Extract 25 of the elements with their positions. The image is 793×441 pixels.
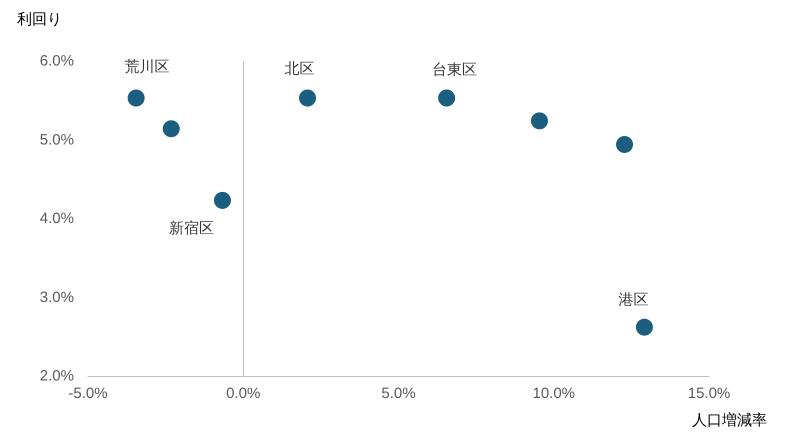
point: [299, 90, 316, 107]
x-tick-label: 5.0%: [381, 385, 416, 402]
annotation: 荒川区: [124, 58, 170, 76]
x-tick-label: 0.0%: [226, 385, 260, 402]
y-axis-title: 利回り: [17, 11, 62, 28]
annotation: 港区: [618, 292, 648, 309]
y-tick-label: 4.0%: [40, 210, 74, 227]
x-tick-label: 10.0%: [532, 385, 576, 402]
annotation: 新宿区: [168, 220, 214, 237]
point: [214, 192, 231, 209]
point: [616, 136, 634, 153]
point: [530, 112, 548, 130]
x-tick-label: 15.0%: [688, 385, 730, 402]
point: [438, 90, 456, 107]
y-tick-label: 3.0%: [40, 288, 74, 306]
point: [128, 90, 145, 107]
annotation: 北区: [284, 60, 315, 78]
y-tick-label: 6.0%: [40, 52, 74, 70]
y-tick-label: 2.0%: [40, 368, 74, 384]
annotation: 台東区: [432, 62, 478, 79]
point: [636, 318, 653, 336]
x-axis-title: 人口増減率: [692, 412, 767, 429]
y-tick-label: 5.0%: [40, 131, 74, 148]
point: [162, 120, 180, 138]
x-tick-label: -5.0%: [68, 385, 108, 402]
